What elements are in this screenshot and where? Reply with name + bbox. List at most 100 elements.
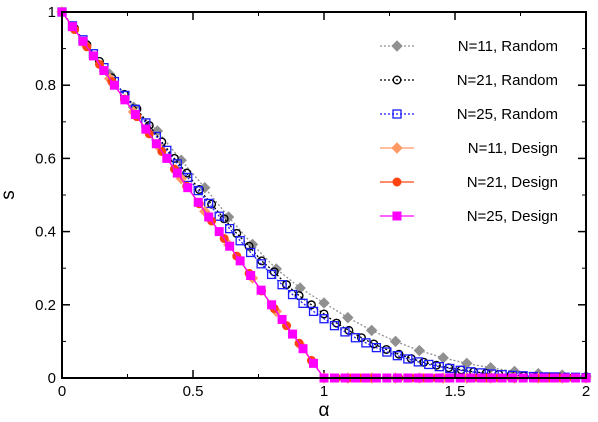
data-point bbox=[392, 75, 402, 85]
data-point bbox=[256, 259, 266, 269]
data-point bbox=[256, 285, 266, 295]
data-point bbox=[342, 311, 354, 324]
legend-item: N=25, Random bbox=[380, 106, 558, 123]
data-point bbox=[245, 247, 256, 258]
data-point bbox=[403, 354, 413, 364]
data-point bbox=[204, 212, 214, 222]
data-point bbox=[194, 185, 204, 195]
x-tick-label: 0.5 bbox=[183, 383, 204, 400]
data-point bbox=[141, 124, 151, 134]
data-point bbox=[193, 185, 203, 196]
data-point bbox=[67, 22, 77, 32]
data-point bbox=[419, 357, 429, 367]
data-point bbox=[319, 309, 329, 319]
data-point bbox=[78, 36, 88, 46]
data-point bbox=[214, 211, 224, 221]
data-point bbox=[214, 227, 224, 237]
y-tick-label: 0.2 bbox=[35, 297, 56, 314]
data-point bbox=[298, 298, 308, 308]
data-point bbox=[318, 297, 330, 309]
x-tick-label: 0 bbox=[58, 383, 66, 400]
data-point bbox=[225, 241, 235, 251]
series-2 bbox=[57, 7, 591, 383]
data-point bbox=[269, 267, 279, 277]
data-point bbox=[365, 324, 378, 337]
legend-item: N=25, Design bbox=[380, 208, 558, 225]
legend-label: N=21, Random bbox=[457, 72, 558, 89]
x-axis-label: α bbox=[319, 400, 330, 421]
data-point bbox=[235, 236, 245, 246]
data-point bbox=[445, 363, 455, 374]
data-point bbox=[225, 224, 235, 234]
data-point bbox=[294, 282, 306, 294]
data-point bbox=[130, 109, 140, 119]
data-point bbox=[413, 357, 423, 367]
legend-item: N=21, Design bbox=[380, 174, 558, 191]
data-point bbox=[172, 168, 182, 178]
data-point bbox=[392, 109, 402, 119]
data-point bbox=[193, 197, 203, 207]
data-point bbox=[391, 40, 403, 52]
data-point bbox=[109, 80, 119, 90]
data-point bbox=[424, 359, 434, 370]
series-1 bbox=[56, 6, 592, 382]
y-tick-label: 0.8 bbox=[35, 77, 56, 94]
y-axis-label: s bbox=[0, 190, 19, 200]
legend-label: N=25, Design bbox=[467, 208, 558, 225]
x-tick-label: 2 bbox=[582, 383, 590, 400]
x-tick-label: 1 bbox=[320, 383, 328, 400]
series-group bbox=[56, 6, 592, 384]
legend-item: N=21, Random bbox=[380, 72, 558, 89]
data-point bbox=[371, 342, 382, 353]
y-tick-label: 0.6 bbox=[35, 150, 56, 167]
data-point bbox=[277, 314, 287, 324]
data-point bbox=[361, 338, 371, 348]
data-point bbox=[350, 333, 361, 343]
data-point bbox=[434, 362, 444, 372]
data-point bbox=[382, 347, 392, 357]
data-point bbox=[308, 306, 319, 317]
legend-item: N=11, Design bbox=[380, 140, 558, 157]
data-point bbox=[88, 51, 98, 61]
data-point bbox=[392, 211, 402, 221]
legend-label: N=21, Design bbox=[467, 174, 558, 191]
data-point bbox=[151, 139, 161, 149]
legend-label: N=11, Random bbox=[458, 38, 558, 55]
axis-ticks: 0 0.5 1 1.5 2 0 0.2 0.4 0.6 0.8 1 bbox=[35, 4, 590, 400]
data-point bbox=[162, 153, 172, 163]
data-point bbox=[287, 289, 298, 300]
y-tick-label: 0.4 bbox=[35, 224, 56, 241]
series-line bbox=[61, 11, 587, 377]
series-5 bbox=[57, 7, 591, 383]
x-tick-label: 1.5 bbox=[445, 383, 466, 400]
legend-label: N=11, Design bbox=[468, 140, 558, 157]
data-point bbox=[288, 329, 298, 339]
y-tick-label: 1 bbox=[48, 4, 56, 21]
data-point bbox=[246, 271, 256, 281]
data-point bbox=[392, 177, 402, 187]
data-point bbox=[266, 269, 277, 280]
series-6 bbox=[57, 7, 591, 383]
data-point bbox=[277, 280, 287, 290]
legend-label: N=25, Random bbox=[457, 106, 558, 123]
data-point bbox=[332, 318, 342, 328]
data-point bbox=[235, 256, 245, 266]
data-point bbox=[340, 327, 350, 337]
y-tick-label: 0 bbox=[48, 370, 56, 387]
data-point bbox=[319, 314, 329, 324]
data-point bbox=[298, 344, 308, 354]
plot-frame bbox=[61, 11, 587, 379]
series-4 bbox=[56, 6, 592, 384]
legend-item: N=11, Random bbox=[380, 38, 558, 55]
data-point bbox=[183, 183, 193, 193]
data-point bbox=[437, 352, 449, 364]
data-point bbox=[204, 198, 214, 209]
data-point bbox=[413, 344, 426, 357]
data-point bbox=[389, 335, 402, 348]
data-point bbox=[392, 351, 403, 361]
data-point bbox=[267, 300, 277, 310]
data-point bbox=[309, 358, 319, 368]
data-point bbox=[329, 321, 340, 331]
data-point bbox=[391, 142, 403, 154]
